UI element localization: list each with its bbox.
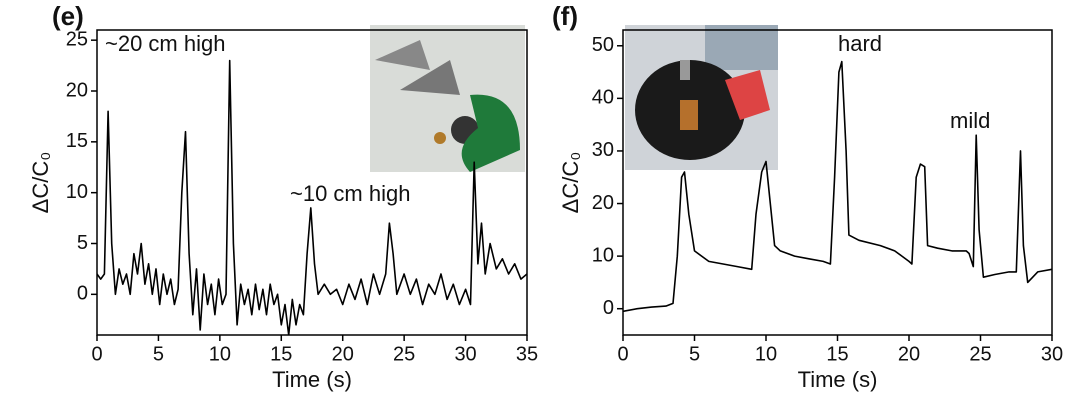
y-axis-label: ΔC/C₀ — [28, 152, 53, 214]
y-tick-label: 30 — [592, 139, 614, 161]
chart: 0 5 10 15 20 25 30 0 10 20 30 40 50 Time (s) ΔC/C₀ (f) h… — [552, 1, 1063, 392]
x-tick-label: 5 — [153, 343, 164, 365]
panel-label: (f) — [552, 1, 578, 31]
x-tick-label: 30 — [1041, 343, 1063, 365]
chart: 0 5 10 15 20 25 30 35 0 5 10 15 20 25 Time (s) ΔC/C₀ (e)… — [28, 1, 538, 392]
y-tick-label: 20 — [592, 192, 614, 214]
data-line — [623, 60, 1052, 313]
x-tick-label: 10 — [755, 343, 777, 365]
x-tick-label: 0 — [617, 343, 628, 365]
plot — [97, 59, 527, 335]
x-tick-label: 30 — [454, 343, 476, 365]
y-tick-label: 50 — [592, 34, 614, 56]
y-tick-label: 15 — [66, 130, 88, 152]
x-tick-label: 20 — [332, 343, 354, 365]
y-tick-label: 0 — [77, 283, 88, 305]
panel-label: (e) — [52, 1, 84, 31]
x-tick-label: 20 — [898, 343, 920, 365]
x-tick-label: 5 — [689, 343, 700, 365]
x-tick-label: 25 — [969, 343, 991, 365]
y-tick-label: 20 — [66, 79, 88, 101]
annotation: ~10 cm high — [290, 181, 410, 206]
x-tick-label: 10 — [209, 343, 231, 365]
inset-photo-f — [625, 25, 778, 170]
y-tick-label: 10 — [592, 244, 614, 266]
y-tick-label: 40 — [592, 87, 614, 109]
annotation: hard — [838, 31, 882, 56]
y-tick-label: 5 — [77, 232, 88, 254]
x-axis-label: Time (s) — [798, 367, 878, 392]
plot — [623, 60, 1052, 313]
x-tick-label: 15 — [826, 343, 848, 365]
annotation: mild — [950, 108, 990, 133]
y-tick-label: 0 — [603, 297, 614, 319]
data-line — [97, 59, 527, 335]
x-tick-label: 25 — [393, 343, 415, 365]
x-tick-label: 15 — [270, 343, 292, 365]
x-tick-label: 0 — [91, 343, 102, 365]
y-tick-label: 25 — [66, 28, 88, 50]
x-tick-label: 35 — [516, 343, 538, 365]
inset-photo-e — [370, 25, 525, 172]
y-axis-label: ΔC/C₀ — [558, 152, 583, 214]
plot-frame — [96, 29, 528, 336]
annotation: ~20 cm high — [105, 31, 225, 56]
x-axis-label: Time (s) — [272, 367, 352, 392]
y-tick-label: 10 — [66, 181, 88, 203]
